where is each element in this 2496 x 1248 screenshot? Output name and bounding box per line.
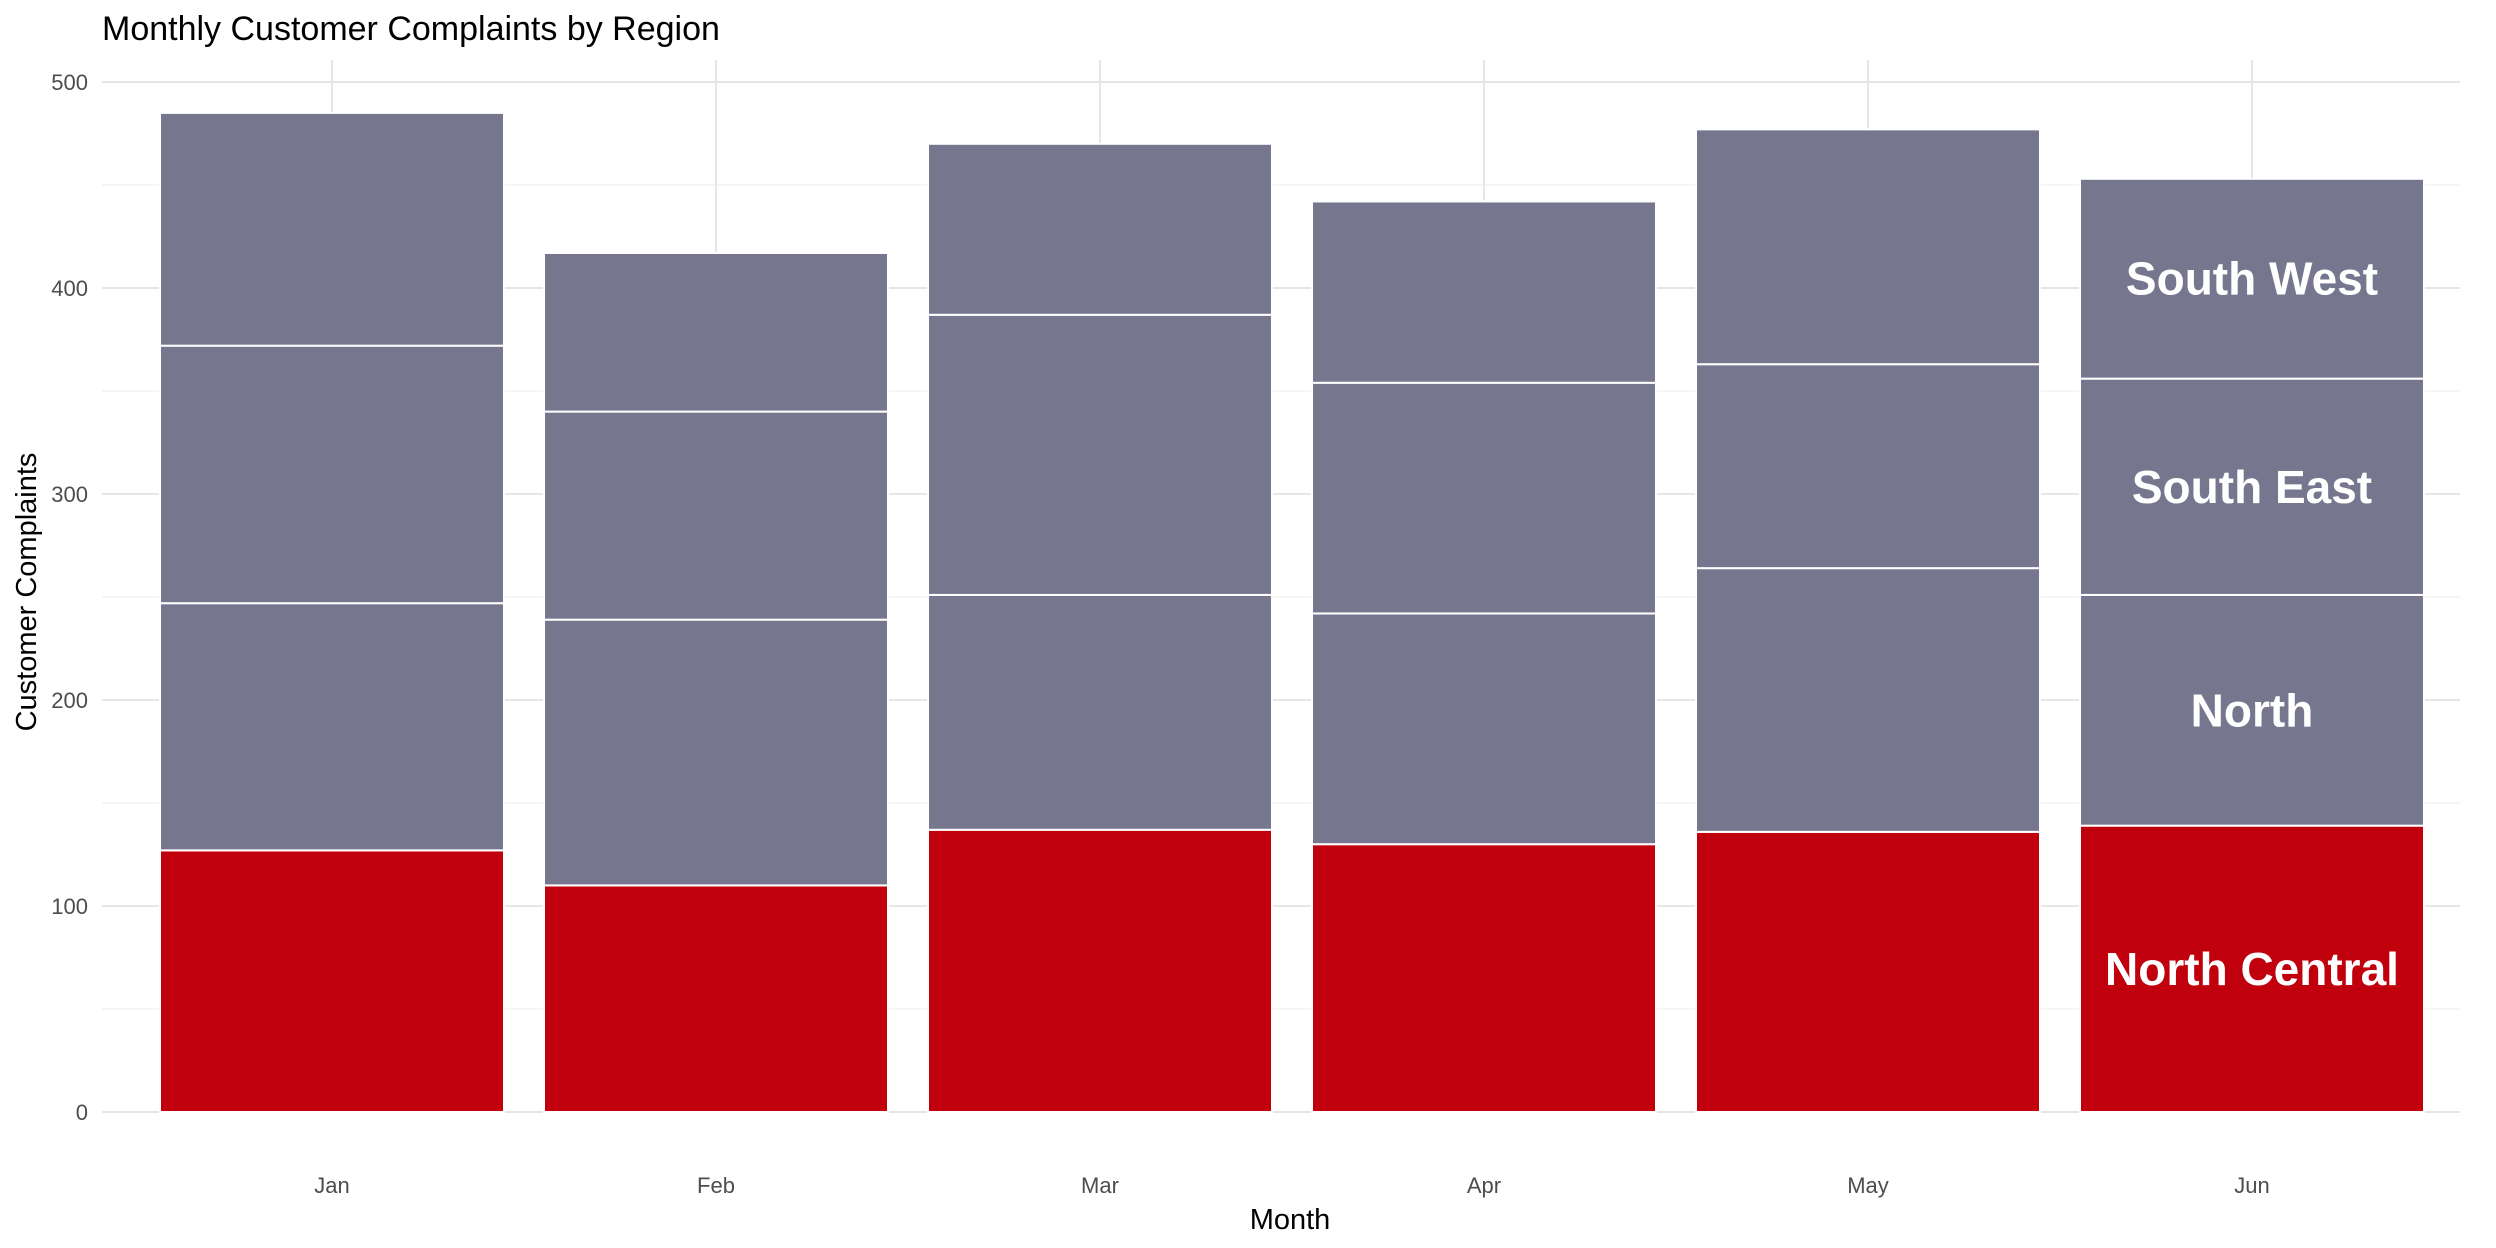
y-tick-label: 300 bbox=[51, 482, 88, 507]
bar-segment-jun-north bbox=[2079, 593, 2425, 827]
x-tick-label: Apr bbox=[1467, 1173, 1501, 1198]
bar-segment-feb-north bbox=[543, 618, 889, 887]
bar-segment-feb-south-west bbox=[543, 251, 889, 413]
y-axis-ticks: 0 100 200 300 400 500 bbox=[51, 70, 88, 1125]
bar-segment-apr-north-central bbox=[1311, 843, 1657, 1113]
y-tick-label: 500 bbox=[51, 70, 88, 95]
chart-title: Monthly Customer Complaints by Region bbox=[102, 10, 720, 48]
bars bbox=[159, 111, 2425, 1114]
bar-segment-apr-south-west bbox=[1311, 200, 1657, 384]
x-axis-ticks: Jan Feb Mar Apr May Jun bbox=[314, 1173, 2269, 1198]
x-tick-label: Jun bbox=[2234, 1173, 2269, 1198]
bar-segment-may-south-west bbox=[1695, 128, 2041, 366]
segment-label-north: North bbox=[2191, 684, 2314, 736]
bar-segment-jan-south-east bbox=[159, 344, 505, 605]
bar-segment-mar-south-east bbox=[927, 313, 1273, 596]
y-tick-label: 200 bbox=[51, 688, 88, 713]
y-tick-label: 100 bbox=[51, 894, 88, 919]
segment-label-south-east: South East bbox=[2132, 461, 2372, 513]
bar-segment-mar-north-central bbox=[927, 828, 1273, 1114]
y-axis-title: Customer Complaints bbox=[11, 453, 43, 732]
bar-segment-may-north bbox=[1695, 567, 2041, 833]
bar-segment-mar-south-west bbox=[927, 142, 1273, 316]
x-tick-label: Mar bbox=[1081, 1173, 1119, 1198]
bar-segment-mar-north bbox=[927, 593, 1273, 831]
bar-segment-may-north-central bbox=[1695, 830, 2041, 1114]
bar-segment-jan-north bbox=[159, 602, 505, 852]
x-tick-label: May bbox=[1847, 1173, 1889, 1198]
bar-segment-jun-north-central bbox=[2079, 824, 2425, 1113]
bar-segment-jan-south-west bbox=[159, 111, 505, 347]
x-axis-title: Month bbox=[1250, 1204, 1331, 1236]
bar-segment-jun-south-west bbox=[2079, 177, 2425, 380]
segment-label-south-west: South West bbox=[2126, 253, 2378, 305]
x-tick-label: Jan bbox=[314, 1173, 349, 1198]
bar-segment-jan-north-central bbox=[159, 849, 505, 1113]
bar-segment-apr-south-east bbox=[1311, 381, 1657, 615]
bar-segment-feb-south-east bbox=[543, 410, 889, 621]
y-tick-label: 0 bbox=[76, 1100, 88, 1125]
x-tick-label: Feb bbox=[697, 1173, 735, 1198]
segment-labels: North Central North South East South West bbox=[2105, 253, 2399, 995]
segment-label-north-central: North Central bbox=[2105, 943, 2399, 995]
bar-segment-may-south-east bbox=[1695, 363, 2041, 570]
bar-segment-apr-north bbox=[1311, 612, 1657, 846]
y-tick-label: 400 bbox=[51, 276, 88, 301]
bar-segment-feb-north-central bbox=[543, 884, 889, 1114]
